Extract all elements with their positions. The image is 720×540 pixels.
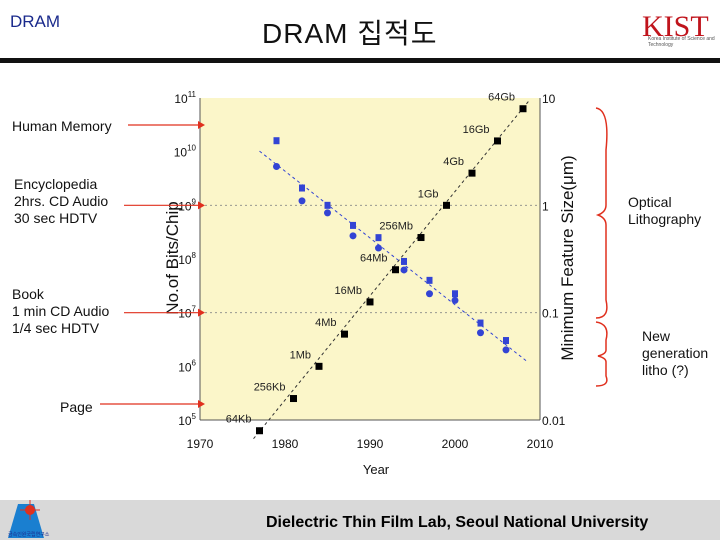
optical-brace (595, 107, 608, 319)
bits-point (519, 105, 527, 113)
kist-logo: KIST (642, 10, 709, 43)
feature-point (273, 137, 280, 145)
x-tick-label: 2010 (527, 437, 554, 451)
newgen-brace (595, 321, 608, 387)
bits-point-label: 1Mb (290, 349, 311, 361)
bits-point-label: 256Kb (254, 382, 286, 394)
feature-point (273, 163, 280, 171)
feature-point (503, 337, 509, 345)
lab-logo-text: 금속인원국립연구소 (8, 532, 50, 538)
right-tick-label: 10 (542, 92, 556, 106)
bits-point (290, 395, 297, 403)
right-tick-label: 0.1 (542, 307, 559, 321)
x-axis-label: Year (363, 462, 390, 477)
dram-density-chart: 1970 1980 1990 2000 2010 1051061071081091010… (100, 90, 608, 477)
grid-lines (200, 204, 540, 314)
left-tick-exponent: 10 (187, 144, 196, 153)
feature-series (273, 137, 510, 354)
level-arrow-head (198, 201, 205, 210)
feature-point (451, 296, 459, 304)
bits-point (494, 137, 501, 145)
feature-point (375, 234, 382, 242)
lab-logo-icon (8, 500, 44, 538)
feature-point (502, 346, 510, 354)
footer-lab-name: Dielectric Thin Film Lab, Seoul National… (266, 514, 649, 531)
bits-series: 64Kb 256Kb 1Mb 4Mb 16Mb 64Mb 256Mb 1Gb 4Gb 16Gb 64… (226, 92, 527, 435)
label-optical-lithography: Optical Lithography (628, 194, 702, 227)
label-new-generation-litho: New generation litho (?) (642, 328, 709, 378)
bits-point (468, 169, 476, 177)
right-tick-label: 0.01 (542, 414, 566, 428)
level-arrow-head (198, 121, 205, 129)
bits-point (366, 298, 374, 306)
x-tick-labels: 1970 1980 1990 2000 2010 (187, 437, 554, 451)
level-arrows (100, 121, 205, 408)
footer-bar (0, 500, 720, 540)
left-tick-label: 1011 (174, 90, 196, 106)
label-human-memory: Human Memory (12, 118, 112, 134)
feature-point (375, 244, 382, 252)
x-tick-label: 1970 (187, 437, 214, 451)
header-rule (0, 58, 720, 63)
feature-point (401, 257, 407, 265)
right-axis-label: Minimum Feature Size(μm) (558, 155, 577, 360)
feature-point (324, 209, 331, 217)
left-tick-exponent: 7 (192, 305, 197, 314)
bits-point (315, 362, 323, 370)
feature-point (298, 197, 306, 205)
right-tick-label: 1 (542, 199, 549, 213)
bits-point (256, 427, 263, 435)
bits-point-label: 64Mb (360, 253, 388, 265)
bits-point-label: 256Mb (379, 221, 413, 233)
feature-point (477, 319, 484, 327)
bits-point-label: 1Gb (418, 188, 439, 200)
bits-point-label: 64Kb (226, 414, 252, 426)
feature-point (349, 232, 357, 240)
x-tick-label: 2000 (442, 437, 469, 451)
bits-point (417, 234, 425, 242)
bits-point-label: 64Gb (488, 92, 515, 104)
label-page: Page (60, 399, 93, 415)
bits-point (443, 201, 450, 209)
feature-point (350, 221, 356, 229)
left-tick-exponent: 8 (192, 251, 197, 260)
left-tick-exponent: 11 (188, 90, 197, 99)
feature-point (452, 290, 458, 298)
label-encyclopedia: Encyclopedia 2hrs. CD Audio 30 sec HDTV (14, 176, 109, 226)
logo-org-name: Korea Institute of Science and Technolog… (648, 36, 715, 48)
label-book: Book 1 min CD Audio 1/4 sec HDTV (12, 286, 110, 336)
left-tick-label: 1010 (174, 144, 197, 160)
feature-point (400, 266, 408, 274)
feature-point (324, 201, 331, 209)
left-axis-label: No.of Bits/Chip (163, 201, 182, 314)
bits-trend-line (253, 100, 530, 440)
slide-title: DRAM 집적도 (262, 18, 438, 49)
bits-point (341, 330, 348, 338)
bits-point-label: 4Gb (443, 156, 464, 168)
left-tick-label: 105 (178, 412, 196, 428)
x-tick-label: 1990 (357, 437, 384, 451)
feature-point (426, 290, 433, 298)
bits-point (392, 266, 399, 274)
level-arrow-head (198, 308, 205, 317)
left-tick-label: 106 (178, 358, 196, 374)
feature-point (477, 329, 484, 337)
left-tick-exponent: 5 (192, 412, 197, 421)
bits-point-label: 4Mb (315, 317, 336, 329)
left-tick-exponent: 6 (192, 358, 197, 367)
left-tick-exponent: 9 (192, 197, 197, 206)
bits-point-label: 16Gb (463, 124, 490, 136)
right-tick-labels: 10 1 0.1 0.01 (542, 92, 566, 428)
plot-background (200, 98, 540, 420)
section-tag: DRAM (10, 12, 61, 31)
x-tick-label: 1980 (272, 437, 299, 451)
feature-point (299, 184, 305, 192)
kist-logo-letters: KIST (642, 10, 709, 43)
bits-point-label: 16Mb (334, 285, 362, 297)
feature-point (426, 276, 433, 284)
level-arrow-head (198, 400, 205, 408)
